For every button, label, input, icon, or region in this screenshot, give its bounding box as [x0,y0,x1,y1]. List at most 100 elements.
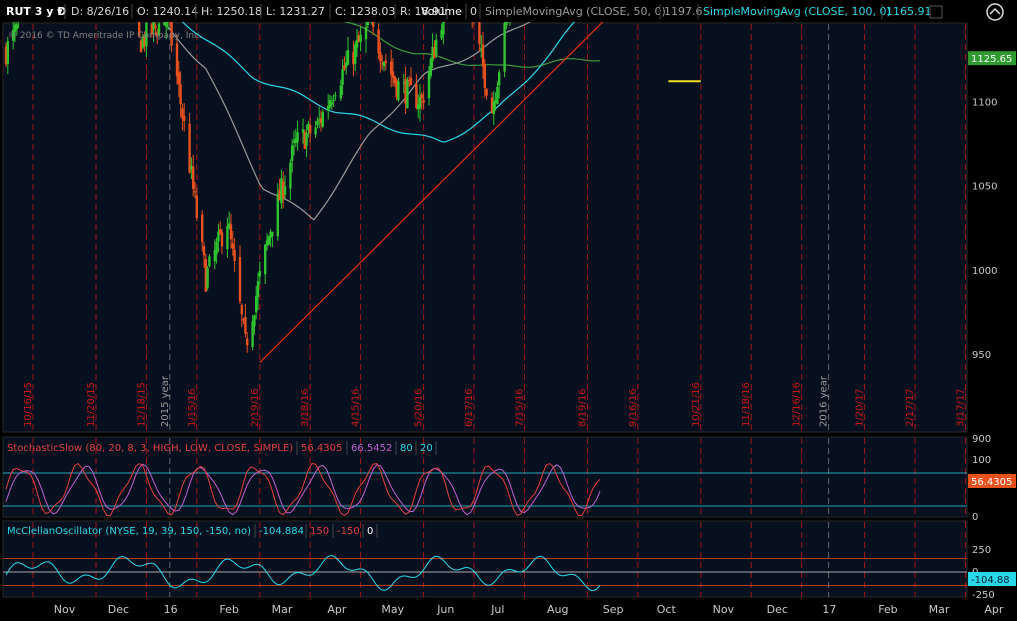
candle-body [156,32,159,36]
more-icon[interactable] [929,5,943,19]
candle-body [498,72,501,86]
volume-value: 0 [470,5,477,18]
candle-body [226,225,229,250]
candle-body [294,138,297,144]
date-marker-label: 12/18/15 [136,382,147,427]
month-label: 17 [822,603,836,616]
candle-body [246,338,249,346]
candle-body [490,97,494,114]
candle-body [503,23,506,72]
candle-body [228,223,231,229]
candle-body [354,44,357,64]
candle-body [170,17,173,46]
header-content: RUT 3 y D ▾ D: 8/26/16 O: 1240.14 H: 125… [6,3,1004,21]
candle-body [258,270,261,277]
candle-body [415,83,418,109]
candle-body [289,162,292,189]
sma200-line [303,0,601,68]
symbol-label[interactable]: RUT 3 y D [6,5,66,18]
low-readout: L: 1231.27 [266,5,325,18]
month-label: Sep [603,603,624,616]
candle-body [406,79,409,108]
candle-body [485,89,488,96]
candle-body [296,132,299,142]
month-label: Feb [219,603,238,616]
candle-body [478,19,481,44]
candle-body [345,62,348,67]
date-marker-label: 2/19/16 [250,388,261,427]
dropdown-icon[interactable]: ▾ [57,5,63,18]
header-bar [0,0,1017,22]
candle-body [330,102,333,105]
candle-body [231,243,234,249]
candle-body [390,61,393,75]
mcclellan-lower: -150 [337,526,360,537]
candle-body [141,36,144,48]
candle-body [393,76,396,84]
candle-body [177,72,180,85]
candle-body [307,123,310,130]
candle-body [381,63,384,65]
candle-body [420,94,423,99]
candle-body [429,59,432,77]
candle-body [422,99,425,103]
stoch-tag-text: 56.4305 [971,477,1012,488]
candle-body [163,22,166,26]
price-tick: 1100 [972,97,997,108]
candle-body [195,195,198,218]
month-label: Apr [984,603,1004,616]
candle-body [204,259,207,292]
collapse-icon[interactable] [986,3,1004,21]
stochastic-plot [3,462,967,517]
candle-body [319,118,323,124]
candle-body [384,60,387,63]
mcclellan-title[interactable]: McClellanOscillator (NYSE, 19, 39, 150, … [7,526,251,537]
stochastic-header: StochasticSlow (80, 20, 8, 3, HIGH, LOW,… [7,441,437,455]
stochastic-d-value: 66.5452 [351,443,392,454]
candle-body [190,165,193,170]
candle-body [314,127,317,135]
candle-body [303,132,306,149]
mcc-line [5,555,601,592]
sma50-value: 1197.6 [664,5,703,18]
candle-body [409,77,413,86]
candle-body [305,132,308,146]
price-tick: 950 [972,350,991,361]
price-tick: 1050 [972,182,997,193]
candle-body [183,115,186,122]
candle-body [291,145,294,161]
candle-body [496,86,499,104]
month-label: Dec [108,603,129,616]
date-marker-label: 12/16/16 [792,382,803,427]
date-marker-label: 1/15/16 [187,388,198,427]
candle-body [242,318,245,321]
candle-body [4,46,8,65]
copyright-text: © 2016 © TD Ameritrade IP Company, Inc. [8,31,202,41]
month-label: Oct [657,603,677,616]
sma200-tag-text: 1125.65 [971,54,1012,65]
sma100-label[interactable]: SimpleMovingAvg (CLOSE, 100, 0) [703,5,891,18]
candle-body [427,72,431,99]
date-marker-label: 9/16/16 [628,388,639,427]
month-label: Nov [713,603,735,616]
date-marker-label: 2016 year [819,375,830,427]
date-marker-label: 6/17/16 [464,388,475,427]
candle-body [309,124,312,134]
price-tick: 900 [972,434,991,445]
sma100-value: 1165.91 [886,5,932,18]
sma50-label[interactable]: SimpleMovingAvg (CLOSE, 50, 0) [485,5,666,18]
candle-body [253,315,256,327]
high-readout: H: 1250.18 [201,5,262,18]
candle-body [339,85,342,99]
volume-text[interactable]: Volume [421,5,462,18]
date-marker-label: 5/20/16 [414,388,425,427]
candle-body [150,23,153,35]
candle-body [208,256,211,267]
candle-body [492,101,495,115]
candle-body [206,268,209,288]
month-label: Jun [436,603,454,616]
candle-body [404,79,407,104]
stochastic-title[interactable]: StochasticSlow (80, 20, 8, 3, HIGH, LOW,… [7,443,293,454]
mcclellan-header: McClellanOscillator (NYSE, 19, 39, 150, … [7,524,378,538]
